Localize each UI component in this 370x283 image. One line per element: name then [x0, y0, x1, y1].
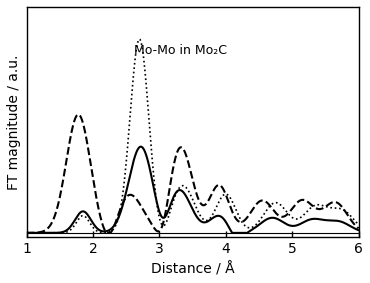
X-axis label: Distance / Å: Distance / Å: [151, 261, 234, 276]
Text: Mo-Mo in Mo₂C: Mo-Mo in Mo₂C: [134, 44, 227, 57]
Y-axis label: FT magnitude / a.u.: FT magnitude / a.u.: [7, 54, 21, 190]
